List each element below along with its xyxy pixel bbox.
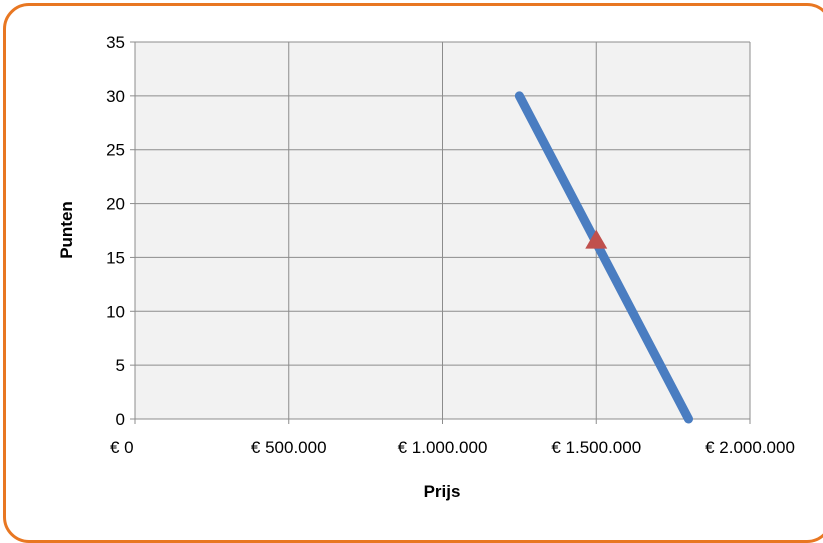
x-tick-label: € 0	[110, 438, 134, 457]
y-tick-label: 30	[106, 87, 125, 106]
y-tick-label: 10	[106, 302, 125, 321]
x-tick-label: € 500.000	[251, 438, 327, 457]
triangle-marker	[585, 229, 608, 249]
x-tick-labels: € 0 € 500.000 € 1.000.000 € 1.500.000 € 2.00…	[110, 438, 795, 457]
y-tick-label: 0	[116, 410, 125, 429]
y-tick-label: 35	[106, 33, 125, 52]
axes	[130, 41, 751, 424]
y-tick-label: 5	[116, 356, 125, 375]
x-axis-title: Prijs	[424, 482, 461, 501]
y-tick-labels: 0 5 10 15 20 25 30 35	[106, 33, 125, 429]
x-tick-label: € 1.000.000	[398, 438, 488, 457]
y-tick-label: 20	[106, 195, 125, 214]
series	[514, 91, 693, 424]
x-tick-label: € 1.500.000	[551, 438, 641, 457]
series-line	[514, 91, 693, 424]
y-tick-label: 15	[106, 248, 125, 267]
y-axis-title: Punten	[57, 201, 76, 259]
grid-lines	[134, 41, 751, 420]
x-tick-label: € 2.000.000	[705, 438, 795, 457]
chart: € 0 € 500.000 € 1.000.000 € 1.500.000 € 2.00…	[57, 33, 795, 501]
y-tick-label: 25	[106, 141, 125, 160]
